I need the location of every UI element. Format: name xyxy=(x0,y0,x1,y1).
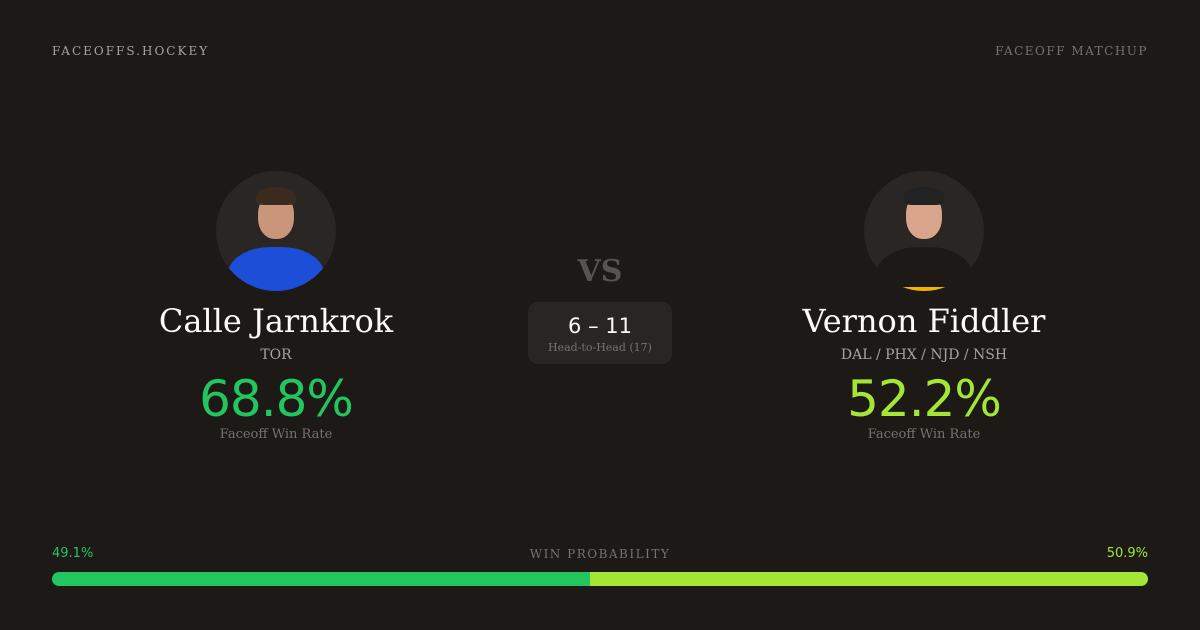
player-avatar xyxy=(216,171,336,291)
win-rate: 68.8% xyxy=(199,370,354,428)
head-to-head-score: 6 – 11 xyxy=(568,314,632,338)
head-to-head-box: 6 – 11 Head-to-Head (17) xyxy=(528,302,672,364)
head-to-head-label: Head-to-Head (17) xyxy=(548,341,652,354)
player-team: TOR xyxy=(260,347,292,363)
player-name: Calle Jarnkrok xyxy=(158,302,394,340)
win-rate-label: Faceoff Win Rate xyxy=(219,427,333,442)
brand-logo-text: FACEOFFS.HOCKEY xyxy=(52,44,210,58)
win-probability-right-segment xyxy=(590,572,1148,586)
win-probability-left: 49.1% xyxy=(52,546,94,561)
player-card-right: Vernon Fiddler DAL / PHX / NJD / NSH 52.… xyxy=(724,171,1124,442)
win-rate: 52.2% xyxy=(847,370,1002,428)
win-rate-label: Faceoff Win Rate xyxy=(867,427,981,442)
win-probability-title: WIN PROBABILITY xyxy=(529,547,671,561)
vs-label: VS xyxy=(577,254,623,289)
player-name: Vernon Fiddler xyxy=(802,302,1046,340)
player-card-left: Calle Jarnkrok TOR 68.8% Faceoff Win Rat… xyxy=(76,171,476,442)
player-team: DAL / PHX / NJD / NSH xyxy=(840,347,1008,363)
win-probability-bar xyxy=(52,572,1148,586)
player-avatar xyxy=(864,171,984,291)
page-tag: FACEOFF MATCHUP xyxy=(995,44,1148,58)
win-probability-left-segment xyxy=(52,572,591,586)
win-probability-right: 50.9% xyxy=(1106,546,1148,561)
